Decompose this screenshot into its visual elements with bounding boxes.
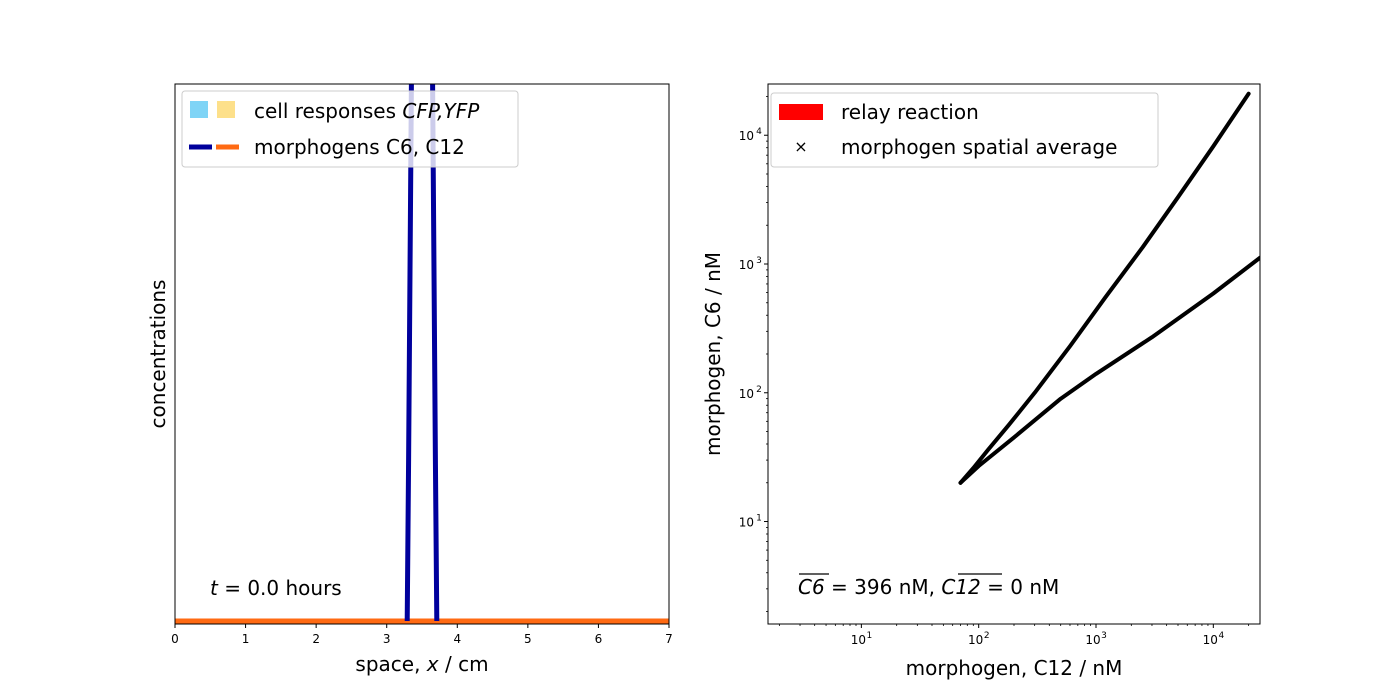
right-legend: relay reaction × morphogen spatial avera… <box>770 92 1159 168</box>
left-x-tick-label: 7 <box>665 632 673 646</box>
legend-cell-responses-plain: cell responses <box>254 99 402 123</box>
c6-average-symbol: C6 <box>798 575 825 599</box>
left-legend: cell responses CFP,YFP morphogens C6, C1… <box>181 90 519 168</box>
left-x-axis-label: space, x / cm <box>355 652 488 676</box>
right-x-tick-exponent: 3 <box>1101 631 1107 641</box>
time-value: = 0.0 hours <box>218 576 342 600</box>
legend-cell-responses-italic: CFP,YFP <box>402 99 480 123</box>
left-x-tick-label: 0 <box>171 632 179 646</box>
legend-spatial-average: morphogen spatial average <box>841 135 1117 159</box>
right-y-tick-label: 10 <box>739 258 754 272</box>
averages-annotation: C6 = 396 nM, C12 = 0 nM <box>798 573 1059 599</box>
right-y-tick-label: 10 <box>739 516 754 530</box>
right-y-tick-exponent: 4 <box>756 127 762 137</box>
legend-cell-responses: cell responses CFP,YFP <box>254 99 480 123</box>
right-y-tick-exponent: 3 <box>756 256 762 266</box>
right-x-tick-label: 10 <box>968 633 983 647</box>
c6-average-value: = 396 nM, <box>825 575 942 599</box>
right-x-tick-exponent: 2 <box>984 631 990 641</box>
svg-text:C6 = 396 nM, C12 = 0 nM: C6 = 396 nM, C12 = 0 nM <box>798 575 1059 599</box>
left-x-tick-label: 5 <box>524 632 532 646</box>
right-y-tick-exponent: 2 <box>756 385 762 395</box>
spatial-average-marker-icon: × <box>794 137 807 156</box>
left-x-tick-label: 1 <box>242 632 250 646</box>
legend-morphogens: morphogens C6, C12 <box>254 135 465 159</box>
c12-average-symbol: C12 <box>941 575 980 599</box>
time-variable: t <box>210 576 219 600</box>
left-plot-frame <box>174 83 670 625</box>
left-chart: 0 1 2 3 4 5 6 7 space, x / cm concentrations t … <box>146 83 673 676</box>
left-x-tick-label: 3 <box>383 632 391 646</box>
relay-upper-branch-line <box>958 91 1251 485</box>
c12-average-value: = 0 nM <box>981 575 1060 599</box>
series-line-c6 <box>404 84 440 622</box>
left-y-axis-label: concentrations <box>146 280 170 429</box>
time-annotation: t = 0.0 hours <box>210 576 342 600</box>
right-x-tick-label: 10 <box>1085 633 1100 647</box>
right-chart: 10 1 10 2 10 3 10 410 110 210 310 4 morphogen, C12 … <box>701 83 1261 680</box>
cfp-swatch <box>190 101 208 118</box>
left-x-tick-label: 6 <box>595 632 603 646</box>
right-y-tick-exponent: 1 <box>756 514 762 524</box>
yfp-swatch <box>217 101 235 118</box>
relay-reaction-swatch <box>779 104 823 120</box>
left-x-tick-label: 2 <box>312 632 320 646</box>
right-x-tick-exponent: 4 <box>1218 631 1224 641</box>
right-x-axis-label: morphogen, C12 / nM <box>906 656 1123 680</box>
right-y-tick-label: 10 <box>739 387 754 401</box>
right-x-tick-label: 10 <box>851 633 866 647</box>
legend-relay-reaction: relay reaction <box>841 100 979 124</box>
left-x-tick-label: 4 <box>453 632 461 646</box>
left-legend-box <box>181 90 519 168</box>
right-y-axis-label: morphogen, C6 / nM <box>701 252 725 456</box>
right-y-tick-label: 10 <box>739 129 754 143</box>
relay-lower-branch-line <box>958 255 1260 485</box>
right-x-tick-label: 10 <box>1203 633 1218 647</box>
right-legend-box <box>770 92 1159 168</box>
right-x-tick-exponent: 1 <box>867 631 873 641</box>
